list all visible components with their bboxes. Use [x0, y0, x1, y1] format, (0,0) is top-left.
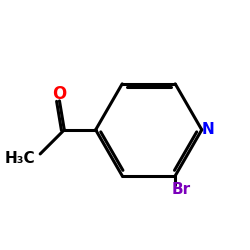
- Text: Br: Br: [172, 182, 191, 196]
- Text: N: N: [202, 122, 214, 137]
- Text: O: O: [52, 85, 66, 103]
- Text: H₃C: H₃C: [5, 151, 35, 166]
